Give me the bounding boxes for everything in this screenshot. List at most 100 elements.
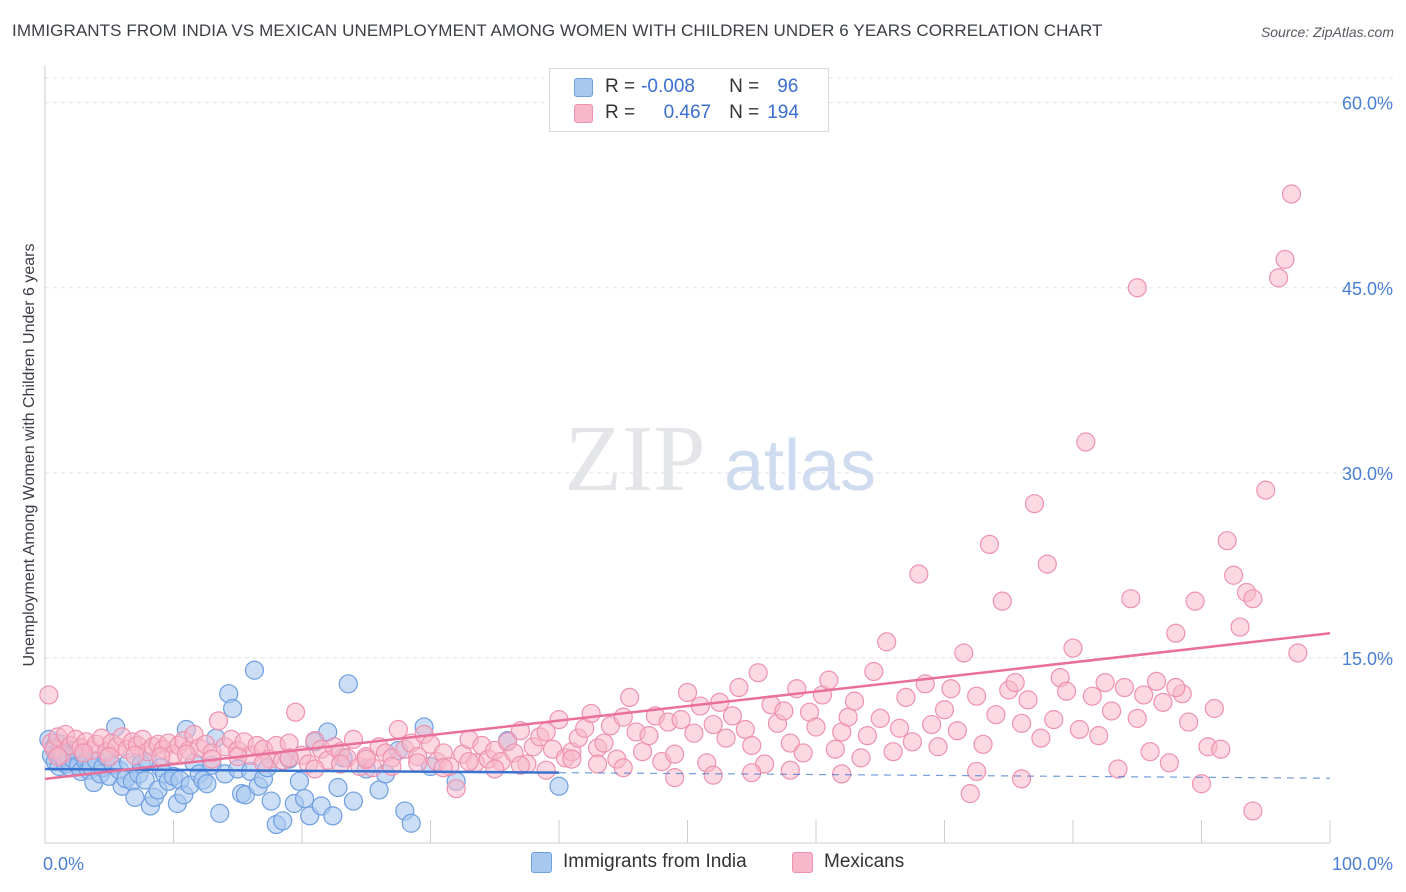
mexican-point xyxy=(73,743,94,763)
mexican-point xyxy=(902,732,922,752)
mexican-point xyxy=(973,734,993,754)
mexican-point xyxy=(99,747,119,767)
mexican-point xyxy=(793,743,813,763)
india-trend-extension xyxy=(558,772,1331,779)
mexican-point xyxy=(992,591,1012,611)
mexicans-legend-label: Mexicans xyxy=(824,851,905,872)
mexican-point xyxy=(1134,685,1154,705)
source-label: Source: ZipAtlas.com xyxy=(1260,24,1394,40)
mexican-point xyxy=(684,723,704,743)
legend-row-mexicans: R = 0.467 N = 194 xyxy=(574,101,799,125)
mexican-point xyxy=(208,711,229,731)
mexican-point xyxy=(735,719,755,740)
y-tick-label: 15.0% xyxy=(1342,649,1393,669)
mexican-point xyxy=(838,707,858,727)
mexican-point xyxy=(1056,681,1077,701)
mexican-point xyxy=(1037,554,1057,574)
mexican-point xyxy=(1268,268,1289,288)
mexican-point xyxy=(433,758,453,778)
mexican-point xyxy=(1140,742,1160,762)
mexican-point xyxy=(330,754,351,774)
mexican-point xyxy=(1018,690,1038,710)
mexicans-legend-swatch xyxy=(792,851,813,873)
mexican-point xyxy=(1024,494,1045,514)
mexican-point xyxy=(1044,710,1064,730)
mexican-point xyxy=(1159,753,1179,773)
mexicans-r-label: R = xyxy=(605,102,636,123)
mexican-point xyxy=(716,728,736,748)
mexican-point xyxy=(1281,184,1302,204)
mexican-trend-line xyxy=(44,631,1331,781)
mexican-point xyxy=(1211,739,1231,759)
mexican-point xyxy=(1114,677,1135,698)
mexicans-r-value: 0.467 xyxy=(663,102,712,123)
mexican-point xyxy=(382,756,402,777)
watermark-atlas: atlas xyxy=(724,426,876,506)
india-point xyxy=(244,660,265,680)
india-r-value: -0.008 xyxy=(641,76,695,97)
mexican-point xyxy=(1063,638,1083,658)
mexican-point xyxy=(1146,671,1167,691)
mexican-point xyxy=(742,735,762,756)
mexican-point xyxy=(356,749,376,769)
mexican-point xyxy=(279,748,299,768)
x-tick-label: 0.0% xyxy=(43,854,84,874)
x-tick-label: 100.0% xyxy=(1332,854,1393,874)
mexican-point xyxy=(1082,686,1102,706)
india-point xyxy=(549,776,569,796)
mexican-point xyxy=(1031,728,1051,748)
mexican-point xyxy=(562,749,582,769)
mexican-point xyxy=(922,714,942,735)
mexicans-n-value: 194 xyxy=(767,102,799,123)
mexican-point xyxy=(960,784,980,804)
mexican-point xyxy=(388,719,408,740)
mexican-point xyxy=(934,700,955,720)
mexican-point xyxy=(671,710,691,730)
india-swatch xyxy=(574,77,593,97)
mexican-point xyxy=(151,747,171,767)
mexican-point xyxy=(285,702,306,722)
mexican-point xyxy=(1230,617,1250,637)
y-tick-label: 60.0% xyxy=(1342,94,1393,114)
mexican-point xyxy=(864,661,884,682)
mexican-point xyxy=(459,751,479,772)
mexican-point xyxy=(729,677,749,698)
mexican-point xyxy=(305,759,325,779)
mexican-point xyxy=(1153,692,1173,712)
mexican-point xyxy=(1179,712,1199,732)
india-point xyxy=(197,774,217,794)
india-point xyxy=(338,674,358,694)
india-point xyxy=(210,803,230,823)
mexican-point xyxy=(883,742,903,762)
mexicans-swatch xyxy=(574,103,593,123)
mexican-point xyxy=(967,761,987,782)
mexican-point xyxy=(1217,531,1237,551)
grid xyxy=(45,77,1395,659)
mexican-point xyxy=(774,701,794,721)
mexican-point xyxy=(665,744,685,764)
mexican-point xyxy=(39,685,59,705)
india-point xyxy=(223,698,243,719)
mexican-point xyxy=(909,564,929,584)
mexican-point xyxy=(967,686,987,706)
mexican-point xyxy=(870,708,890,728)
india-point xyxy=(261,791,281,811)
y-axis-label: Unemployment Among Women with Children U… xyxy=(21,243,38,666)
mexican-point xyxy=(1127,708,1147,728)
india-point xyxy=(401,813,421,833)
chart-title: IMMIGRANTS FROM INDIA VS MEXICAN UNEMPLO… xyxy=(12,21,1103,40)
mexican-point xyxy=(1127,278,1147,298)
watermark-zip: ZIP xyxy=(565,407,706,511)
mexican-point xyxy=(1095,672,1115,693)
mexican-point xyxy=(581,703,601,724)
mexicans-n-label: N = xyxy=(729,102,760,123)
mexican-point xyxy=(1101,701,1122,721)
mexican-point xyxy=(780,733,800,753)
mexican-point xyxy=(1185,591,1205,611)
bottom-legend-mexicans: Mexicans xyxy=(792,851,904,873)
india-n-label: N = xyxy=(729,76,760,97)
india-legend-label: Immigrants from India xyxy=(563,851,747,872)
mexican-point xyxy=(832,764,852,784)
mexican-point xyxy=(1288,643,1308,663)
mexican-point xyxy=(125,745,145,765)
